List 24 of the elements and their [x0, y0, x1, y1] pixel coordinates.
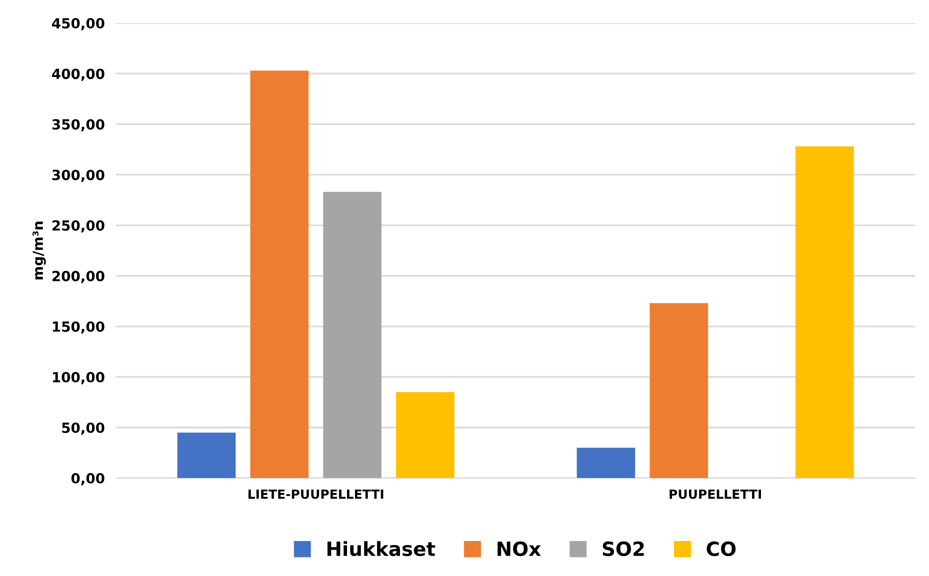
- bar: [796, 146, 854, 478]
- y-tick-label: 200,00: [52, 270, 104, 284]
- bar: [250, 70, 309, 478]
- x-tick-label: LIETE-PUUPELLETTI: [248, 490, 384, 499]
- y-tick-label: 350,00: [52, 119, 104, 132]
- legend-label: CO: [706, 541, 736, 556]
- legend-label: SO2: [602, 541, 644, 556]
- bar: [576, 448, 636, 478]
- y-tick-label: 0,00: [71, 473, 104, 486]
- legend-label: NOx: [498, 541, 541, 556]
- bar: [396, 392, 454, 478]
- legend-label: Hiukkaset: [328, 541, 436, 556]
- y-tick-label: 250,00: [52, 220, 104, 233]
- y-axis-title: mg/m³n: [32, 222, 46, 280]
- y-tick-label: 150,00: [52, 321, 104, 334]
- y-tick-label: 50,00: [62, 422, 104, 435]
- bar: [323, 192, 382, 478]
- y-tick-label: 400,00: [52, 68, 104, 81]
- x-tick-label: PUUPELLETTI: [670, 490, 761, 499]
- y-tick-label: 100,00: [52, 372, 104, 384]
- y-tick-label: 450,00: [52, 18, 104, 30]
- y-tick-label: 300,00: [52, 170, 104, 182]
- bar: [177, 432, 236, 478]
- bar: [650, 303, 708, 478]
